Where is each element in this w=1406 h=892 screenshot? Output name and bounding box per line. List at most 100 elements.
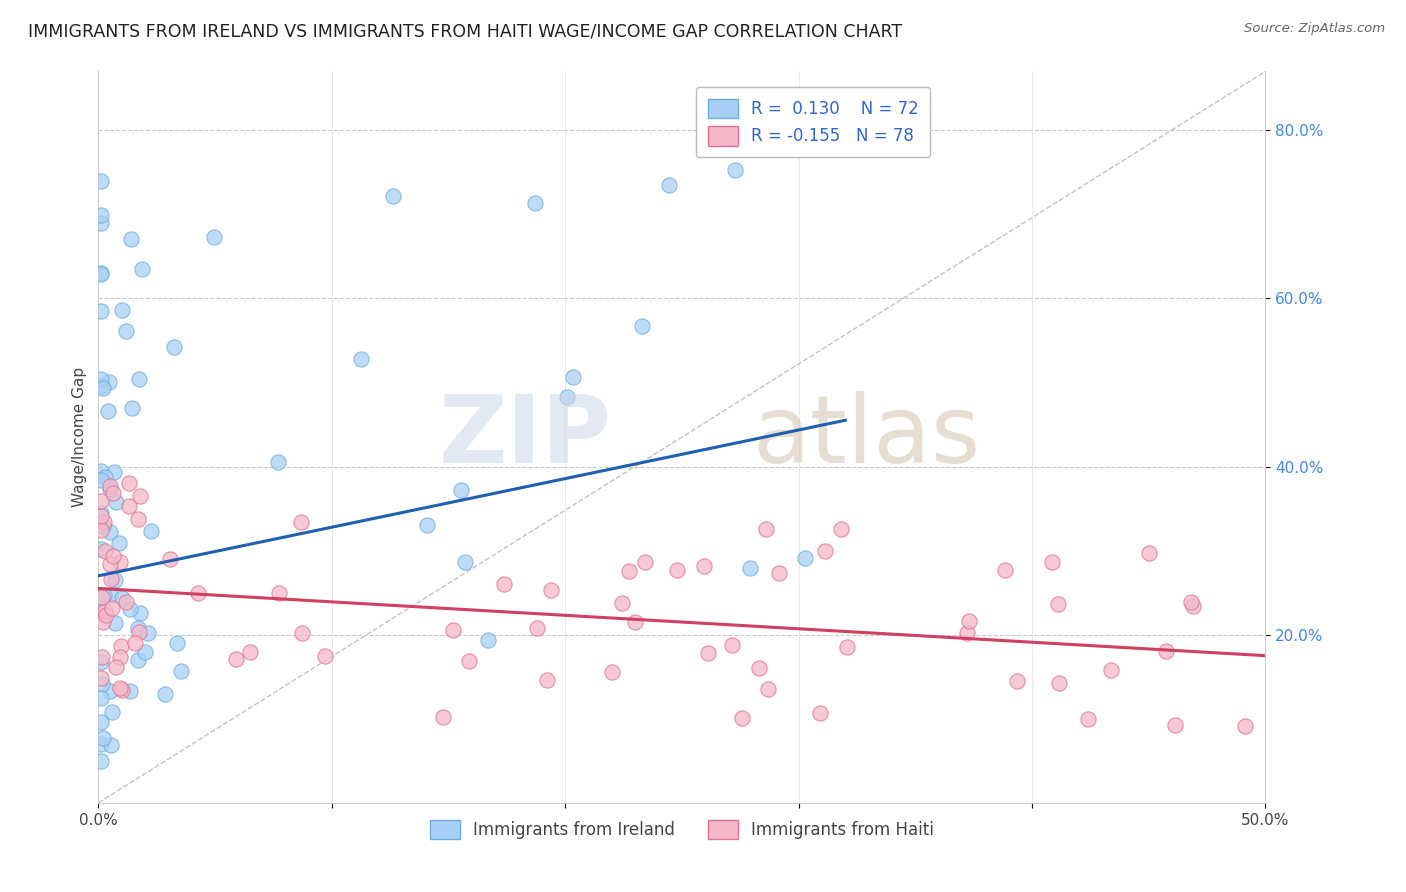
Point xyxy=(1180,595,1202,609)
Point xyxy=(98,684,121,698)
Point xyxy=(90,494,112,508)
Point xyxy=(115,324,138,338)
Point xyxy=(617,564,640,578)
Point xyxy=(97,404,120,418)
Point xyxy=(1042,555,1064,569)
Point xyxy=(118,500,141,514)
Point xyxy=(91,381,114,395)
Point xyxy=(90,474,112,488)
Point xyxy=(111,302,134,317)
Point xyxy=(104,573,127,587)
Y-axis label: Wage/Income Gap: Wage/Income Gap xyxy=(72,367,87,508)
Point xyxy=(90,605,112,619)
Point xyxy=(128,606,150,620)
Point xyxy=(98,588,121,602)
Point xyxy=(267,586,290,600)
Point xyxy=(239,644,262,658)
Point xyxy=(94,608,117,623)
Point xyxy=(748,661,770,675)
Point xyxy=(90,372,112,386)
Point xyxy=(624,615,647,629)
Point xyxy=(101,549,124,563)
Point xyxy=(98,478,121,492)
Point xyxy=(90,507,112,521)
Point xyxy=(956,626,979,640)
Point xyxy=(793,551,815,566)
Point xyxy=(492,577,515,591)
Point xyxy=(93,515,115,529)
Point xyxy=(90,542,112,557)
Point xyxy=(90,267,112,281)
Point xyxy=(631,319,654,334)
Point xyxy=(101,705,124,719)
Point xyxy=(381,189,404,203)
Point xyxy=(721,638,744,652)
Point xyxy=(90,216,112,230)
Point xyxy=(432,710,454,724)
Point xyxy=(90,649,112,664)
Point xyxy=(450,483,472,497)
Point xyxy=(121,401,143,415)
Point xyxy=(131,261,153,276)
Point xyxy=(108,681,131,695)
Point xyxy=(1047,676,1070,690)
Point xyxy=(458,654,481,668)
Point xyxy=(90,714,112,729)
Point xyxy=(612,596,634,610)
Point xyxy=(118,602,141,616)
Legend: Immigrants from Ireland, Immigrants from Haiti: Immigrants from Ireland, Immigrants from… xyxy=(423,814,941,846)
Point xyxy=(111,682,134,697)
Point xyxy=(94,543,117,558)
Point xyxy=(225,652,247,666)
Point xyxy=(1233,719,1256,733)
Point xyxy=(1077,712,1099,726)
Point xyxy=(108,555,131,569)
Point xyxy=(90,174,112,188)
Point xyxy=(665,563,688,577)
Point xyxy=(90,737,112,751)
Text: Source: ZipAtlas.com: Source: ZipAtlas.com xyxy=(1244,22,1385,36)
Point xyxy=(536,673,558,687)
Point xyxy=(94,470,117,484)
Point xyxy=(1163,718,1185,732)
Point xyxy=(755,522,778,536)
Point xyxy=(120,232,142,246)
Point xyxy=(1137,546,1160,560)
Point xyxy=(93,589,115,603)
Point xyxy=(107,536,129,550)
Point xyxy=(93,518,115,533)
Point xyxy=(90,464,112,478)
Point xyxy=(127,512,149,526)
Point xyxy=(105,495,128,509)
Point xyxy=(658,178,681,193)
Point xyxy=(634,555,657,569)
Point xyxy=(98,482,121,496)
Point xyxy=(163,340,186,354)
Point xyxy=(90,304,112,318)
Point xyxy=(830,522,852,536)
Point xyxy=(100,738,122,752)
Text: atlas: atlas xyxy=(752,391,980,483)
Point xyxy=(153,686,176,700)
Point xyxy=(105,660,128,674)
Point xyxy=(110,650,132,665)
Point xyxy=(100,572,122,586)
Point xyxy=(1156,644,1178,658)
Point xyxy=(768,566,790,580)
Point xyxy=(454,555,477,569)
Point xyxy=(90,523,112,537)
Point xyxy=(90,676,112,690)
Point xyxy=(540,583,562,598)
Text: ZIP: ZIP xyxy=(439,391,612,483)
Point xyxy=(134,645,156,659)
Point xyxy=(136,626,159,640)
Point xyxy=(350,351,373,366)
Point xyxy=(291,626,314,640)
Point xyxy=(127,653,149,667)
Point xyxy=(523,195,546,210)
Point xyxy=(477,632,499,647)
Point xyxy=(314,648,336,663)
Point xyxy=(724,162,747,177)
Text: IMMIGRANTS FROM IRELAND VS IMMIGRANTS FROM HAITI WAGE/INCOME GAP CORRELATION CHA: IMMIGRANTS FROM IRELAND VS IMMIGRANTS FR… xyxy=(28,22,903,40)
Point xyxy=(756,681,779,696)
